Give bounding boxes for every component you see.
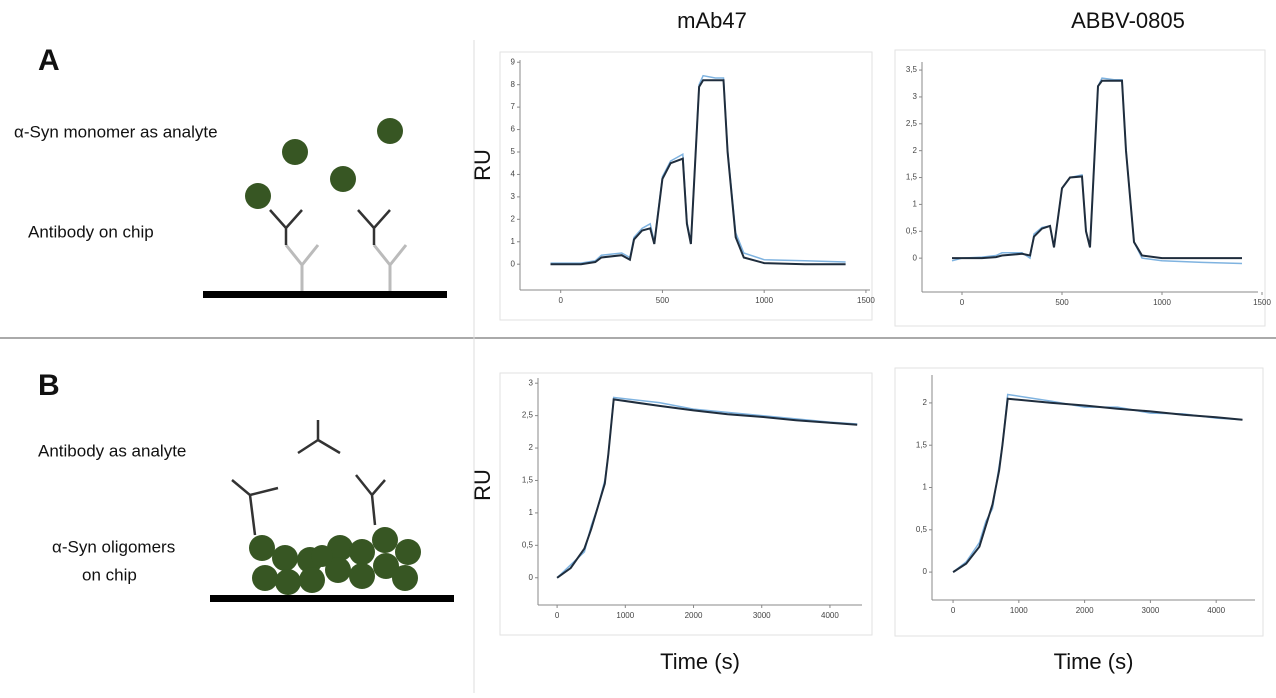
x-axis-label: Time (s): [660, 649, 740, 674]
x-tick-label: 0: [951, 606, 956, 615]
panel-label: B: [38, 369, 60, 402]
y-tick-label: 0,5: [906, 226, 918, 235]
y-tick-label: 2: [913, 146, 918, 155]
analyte-text: Antibody as analyte: [38, 441, 186, 460]
x-tick-label: 1000: [755, 296, 773, 305]
x-tick-label: 0: [558, 296, 563, 305]
chart-frames: [499, 49, 1266, 637]
y-tick-label: 2,5: [522, 411, 534, 420]
column-title: mAb47: [677, 8, 747, 33]
y-tick-label: 2: [923, 398, 928, 407]
y-tick-label: 4: [511, 170, 516, 179]
x-tick-label: 4000: [1207, 606, 1225, 615]
diagram-b: [210, 420, 454, 602]
x-tick-label: 500: [1055, 298, 1069, 307]
data-line: [556, 396, 858, 579]
x-tick-label: 1500: [857, 296, 875, 305]
x-tick-label: 0: [555, 611, 560, 620]
x-tick-label: 1500: [1253, 298, 1271, 307]
y-tick-label: 2,5: [906, 119, 918, 128]
panel-label: A: [38, 44, 60, 77]
data-line: [556, 398, 858, 579]
y-tick-label: 1,5: [916, 440, 928, 449]
x-tick-label: 2000: [1076, 606, 1094, 615]
chip-text: Antibody on chip: [28, 222, 154, 241]
x-tick-label: 3000: [1142, 606, 1160, 615]
y-tick-label: 0,5: [916, 525, 928, 534]
x-tick-label: 3000: [753, 611, 771, 620]
y-tick-label: 8: [511, 80, 516, 89]
y-tick-label: 0: [529, 573, 534, 582]
y-tick-label: 1: [923, 483, 928, 492]
chip-text: α-Syn oligomers: [52, 537, 175, 556]
y-tick-label: 6: [511, 125, 516, 134]
y-tick-label: 3: [511, 192, 516, 201]
x-tick-label: 0: [960, 298, 965, 307]
y-tick-label: 0: [923, 567, 928, 576]
data-line: [952, 79, 1242, 260]
x-tick-label: 2000: [685, 611, 703, 620]
diagram-a: [203, 118, 447, 298]
analyte-text: α-Syn monomer as analyte: [14, 122, 218, 141]
x-axis-label: Time (s): [1054, 649, 1134, 674]
y-tick-label: 3,5: [906, 65, 918, 74]
x-tick-label: 1000: [1010, 606, 1028, 615]
column-title: ABBV-0805: [1071, 8, 1185, 33]
y-tick-label: 0,5: [522, 540, 534, 549]
y-tick-label: 2: [511, 214, 516, 223]
chip-text: on chip: [82, 565, 137, 584]
y-tick-label: 0: [913, 253, 918, 262]
y-axis-label: RU: [470, 149, 495, 181]
y-tick-label: 7: [511, 102, 516, 111]
y-tick-label: 2: [529, 443, 534, 452]
data-line: [550, 79, 846, 266]
data-line: [952, 397, 1243, 573]
x-tick-label: 4000: [821, 611, 839, 620]
y-tick-label: 9: [511, 57, 516, 66]
y-tick-label: 1,5: [522, 476, 534, 485]
y-tick-label: 1: [511, 237, 516, 246]
y-axis-label: RU: [470, 469, 495, 501]
y-tick-label: 1: [913, 200, 918, 209]
x-tick-label: 500: [656, 296, 670, 305]
y-tick-label: 0: [511, 259, 516, 268]
y-tick-label: 5: [511, 147, 516, 156]
y-tick-label: 1,5: [906, 173, 918, 182]
y-tick-label: 1: [529, 508, 534, 517]
x-tick-label: 1000: [616, 611, 634, 620]
x-tick-label: 1000: [1153, 298, 1171, 307]
y-tick-label: 3: [529, 378, 534, 387]
y-tick-label: 3: [913, 92, 918, 101]
